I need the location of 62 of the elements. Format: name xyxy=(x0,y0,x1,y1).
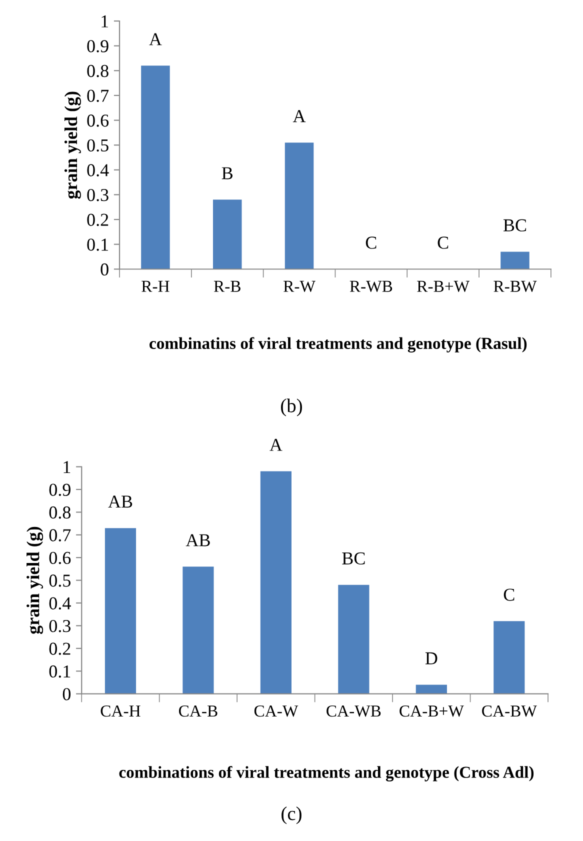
bar xyxy=(416,684,447,694)
bar xyxy=(104,528,136,694)
x-tick-label: R-B+W xyxy=(417,280,470,292)
annotation: A xyxy=(270,438,282,451)
y-tick-label: 0.8 xyxy=(49,506,71,519)
annotation: C xyxy=(504,588,514,601)
annotation: AB xyxy=(108,496,132,508)
annotation: BC xyxy=(342,552,365,564)
y-tick-label: 1 xyxy=(102,15,108,28)
annotation: A xyxy=(149,33,162,46)
x-tick-label: CA-B xyxy=(178,705,218,717)
x-tick-label: R-H xyxy=(142,280,170,292)
y-tick-label: 0.1 xyxy=(87,238,108,251)
bar xyxy=(212,200,242,270)
x-tick-label: CA-W xyxy=(254,705,298,717)
x-tick-label: R-W xyxy=(284,280,316,292)
y-tick-label: 0.6 xyxy=(87,114,109,127)
text: (c) xyxy=(282,806,302,824)
y-tick-label: 0.6 xyxy=(49,552,71,564)
x-tick-label: R-WB xyxy=(350,280,392,292)
y-tick-label: 0.1 xyxy=(49,665,70,678)
annotation: A xyxy=(292,110,306,122)
y-tick-label: 0.2 xyxy=(49,642,70,655)
annotation: C xyxy=(366,236,376,249)
y-tick-label: 0.2 xyxy=(87,214,108,226)
y-tick-label: 0.4 xyxy=(49,597,71,610)
y-tick-label: 0.9 xyxy=(87,40,108,52)
x-tick-label: CA-BW xyxy=(482,705,537,717)
x-tick-label: R-B xyxy=(214,280,240,292)
y-tick-label: 0.5 xyxy=(87,139,108,152)
y-tick-label: 0.8 xyxy=(87,64,108,78)
y-tick-label: 0.4 xyxy=(87,164,109,176)
x-tick-label: CA-WB xyxy=(326,705,381,717)
y-axis-title: grain yield (g) xyxy=(64,92,81,199)
annotation: B xyxy=(222,167,233,180)
y-tick-label: 0.3 xyxy=(87,188,108,202)
bar xyxy=(141,66,170,270)
bar xyxy=(338,584,370,694)
x-axis-title: combinatins of viral treatments and genotype (Rasul) xyxy=(150,337,527,353)
y-tick-label: 0.9 xyxy=(49,484,70,496)
x-tick-label: R-BW xyxy=(494,280,537,292)
text: (b) xyxy=(281,398,302,416)
annotation: C xyxy=(438,236,448,249)
bar xyxy=(260,471,292,694)
annotation: AB xyxy=(186,534,210,546)
y-tick-label: 0.7 xyxy=(87,90,109,102)
x-tick-label: CA-B+W xyxy=(400,705,464,717)
y-axis-title: grain yield (g) xyxy=(26,526,44,634)
bar xyxy=(284,142,314,270)
x-tick-label: CA-H xyxy=(100,705,140,717)
annotation: D xyxy=(425,652,438,664)
y-tick-label: 0.7 xyxy=(49,529,71,542)
bar xyxy=(182,566,214,694)
bar xyxy=(494,621,525,694)
y-tick-label: 0.3 xyxy=(49,620,70,632)
y-tick-label: 0 xyxy=(62,688,71,700)
y-tick-label: 1 xyxy=(64,461,70,474)
y-tick-label: 0.5 xyxy=(49,574,70,587)
x-axis-title: combinations of viral treatments and genotype (Cross Adl) xyxy=(119,766,534,782)
y-tick-label: 0 xyxy=(100,263,108,276)
bar xyxy=(500,252,530,270)
annotation: BC xyxy=(503,219,526,232)
